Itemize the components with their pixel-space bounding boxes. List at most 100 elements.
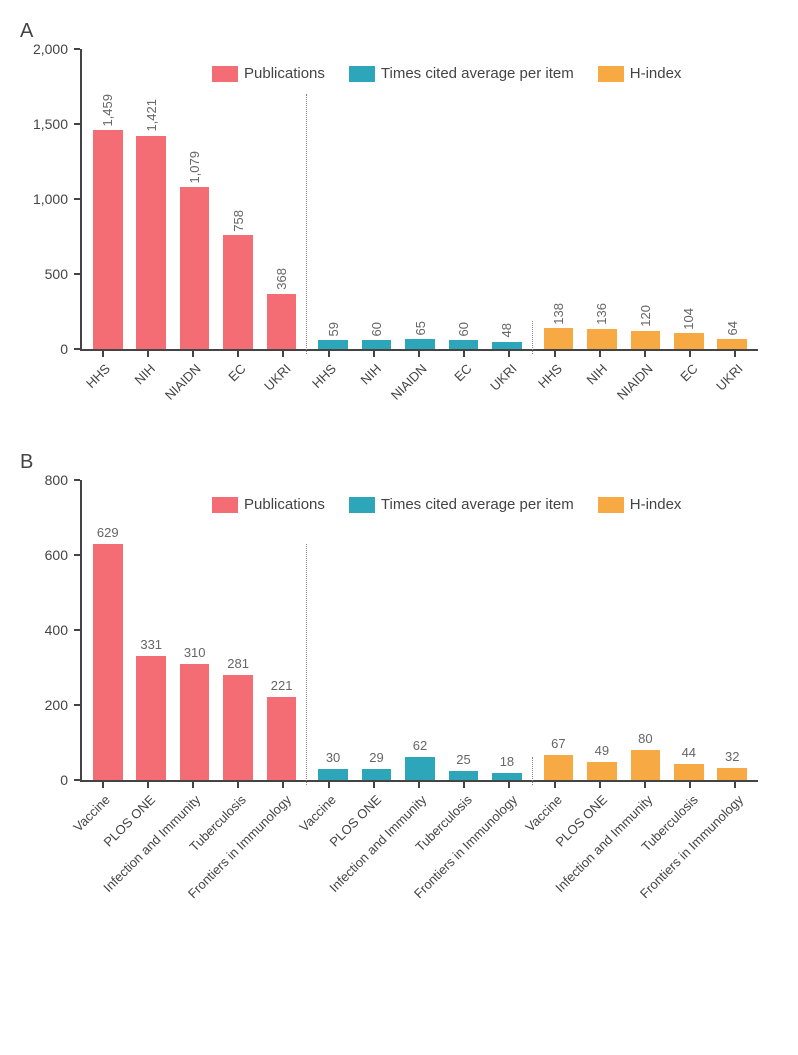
x-label-slot: Infection and Immunity [622,782,667,932]
y-tick-label: 800 [45,472,74,488]
bar-value-label: 310 [184,645,206,660]
legend-label-publications: Publications [244,496,325,513]
x-category-label: Vaccine [71,792,114,835]
bar [717,339,747,349]
x-label-slot: NIH [125,351,170,421]
bar-slot: 49 [580,762,623,780]
bar-group: 1,4591,4211,079758368 [82,94,307,349]
x-category-label: HHS [83,361,113,391]
bar [180,664,210,780]
bar [180,187,210,349]
legend-label-cited: Times cited average per item [381,65,574,82]
y-tick-label: 200 [45,697,74,713]
legend-label-publications: Publications [244,65,325,82]
bar-value-label: 60 [369,322,384,336]
x-label-slot: EC [216,351,261,421]
y-tick-mark [74,198,80,200]
x-label-slot: Frontiers in Immunology [487,782,532,932]
x-tick-mark [734,351,736,357]
x-tick-mark [328,351,330,357]
y-tick-mark [74,48,80,50]
bar-group: 6749804432 [533,750,758,780]
x-tick-mark [237,351,239,357]
legend-cited: Times cited average per item [349,65,574,82]
x-tick-mark [734,782,736,788]
bar-value-label: 25 [456,752,470,767]
bar-slot: 221 [260,697,303,780]
bar-value-label: 65 [413,321,428,335]
bar-value-label: 1,421 [144,99,159,132]
bar-slot: 44 [667,764,710,781]
legend-swatch-hindex [598,497,624,513]
x-label-slot: Vaccine [80,782,125,932]
y-tick: 500 [22,266,80,282]
bar-value-label: 44 [682,745,696,760]
bar [631,331,661,349]
bar [674,333,704,349]
y-tick-mark [74,348,80,350]
bar-slot: 59 [311,322,354,349]
x-tick-mark [373,782,375,788]
x-tick-mark [689,351,691,357]
x-tick-mark [192,351,194,357]
x-label-slot: HHS [80,351,125,421]
bar-slot: 60 [355,322,398,349]
x-tick-mark [282,351,284,357]
bar-slot: 1,459 [86,94,129,349]
x-label-group: HHSNIHNIAIDNECUKRI [306,351,532,421]
bar-value-label: 368 [274,268,289,290]
legend-swatch-cited [349,497,375,513]
bar-slot: 62 [398,757,441,780]
x-tick-mark [508,351,510,357]
bar [405,757,435,780]
y-tick-label: 500 [45,266,74,282]
x-category-label: UKRI [261,361,294,394]
bar [93,130,123,349]
x-tick-mark [328,782,330,788]
bar-value-label: 48 [499,323,514,337]
x-label-slot: UKRI [713,351,758,421]
legend-hindex: H-index [598,496,682,513]
x-category-label: NIH [132,361,158,387]
y-tick-label: 1,000 [33,191,74,207]
legend-cited: Times cited average per item [349,496,574,513]
x-tick-mark [147,351,149,357]
bar-value-label: 331 [140,637,162,652]
x-tick-mark [689,782,691,788]
y-tick-label: 400 [45,622,74,638]
y-tick: 2,000 [22,41,80,57]
bar-slot: 60 [442,322,485,349]
x-tick-mark [554,782,556,788]
bar-value-label: 1,459 [100,94,115,127]
bar-value-label: 18 [500,754,514,769]
bar-slot: 32 [711,768,754,780]
panel-a-yaxis: 05001,0001,5002,000 [22,49,80,349]
bar [362,769,392,780]
panel-a-legend: Publications Times cited average per ite… [212,65,681,82]
bar-slot: 80 [624,750,667,780]
x-tick-mark [599,782,601,788]
legend-swatch-cited [349,66,375,82]
y-tick-mark [74,704,80,706]
x-label-group: HHSNIHNIAIDNECUKRI [532,351,758,421]
y-tick-label: 0 [60,772,74,788]
legend-swatch-publications [212,497,238,513]
bar-value-label: 30 [326,750,340,765]
x-label-slot: Infection and Immunity [396,782,441,932]
y-tick-label: 0 [60,341,74,357]
x-tick-mark [237,782,239,788]
bar [587,329,617,349]
bar-group: 3029622518 [307,757,532,780]
x-tick-mark [147,782,149,788]
bar-value-label: 64 [725,321,740,335]
y-tick-label: 1,500 [33,116,74,132]
panel-b-chart: Publications Times cited average per ite… [80,480,758,782]
bar-value-label: 29 [369,750,383,765]
panel-b-legend: Publications Times cited average per ite… [212,496,681,513]
x-tick-mark [599,351,601,357]
bar [223,235,253,349]
x-tick-mark [554,351,556,357]
x-label-slot: NIAIDN [170,351,215,421]
bar-slot: 331 [129,656,172,780]
bar-slot: 25 [442,771,485,780]
